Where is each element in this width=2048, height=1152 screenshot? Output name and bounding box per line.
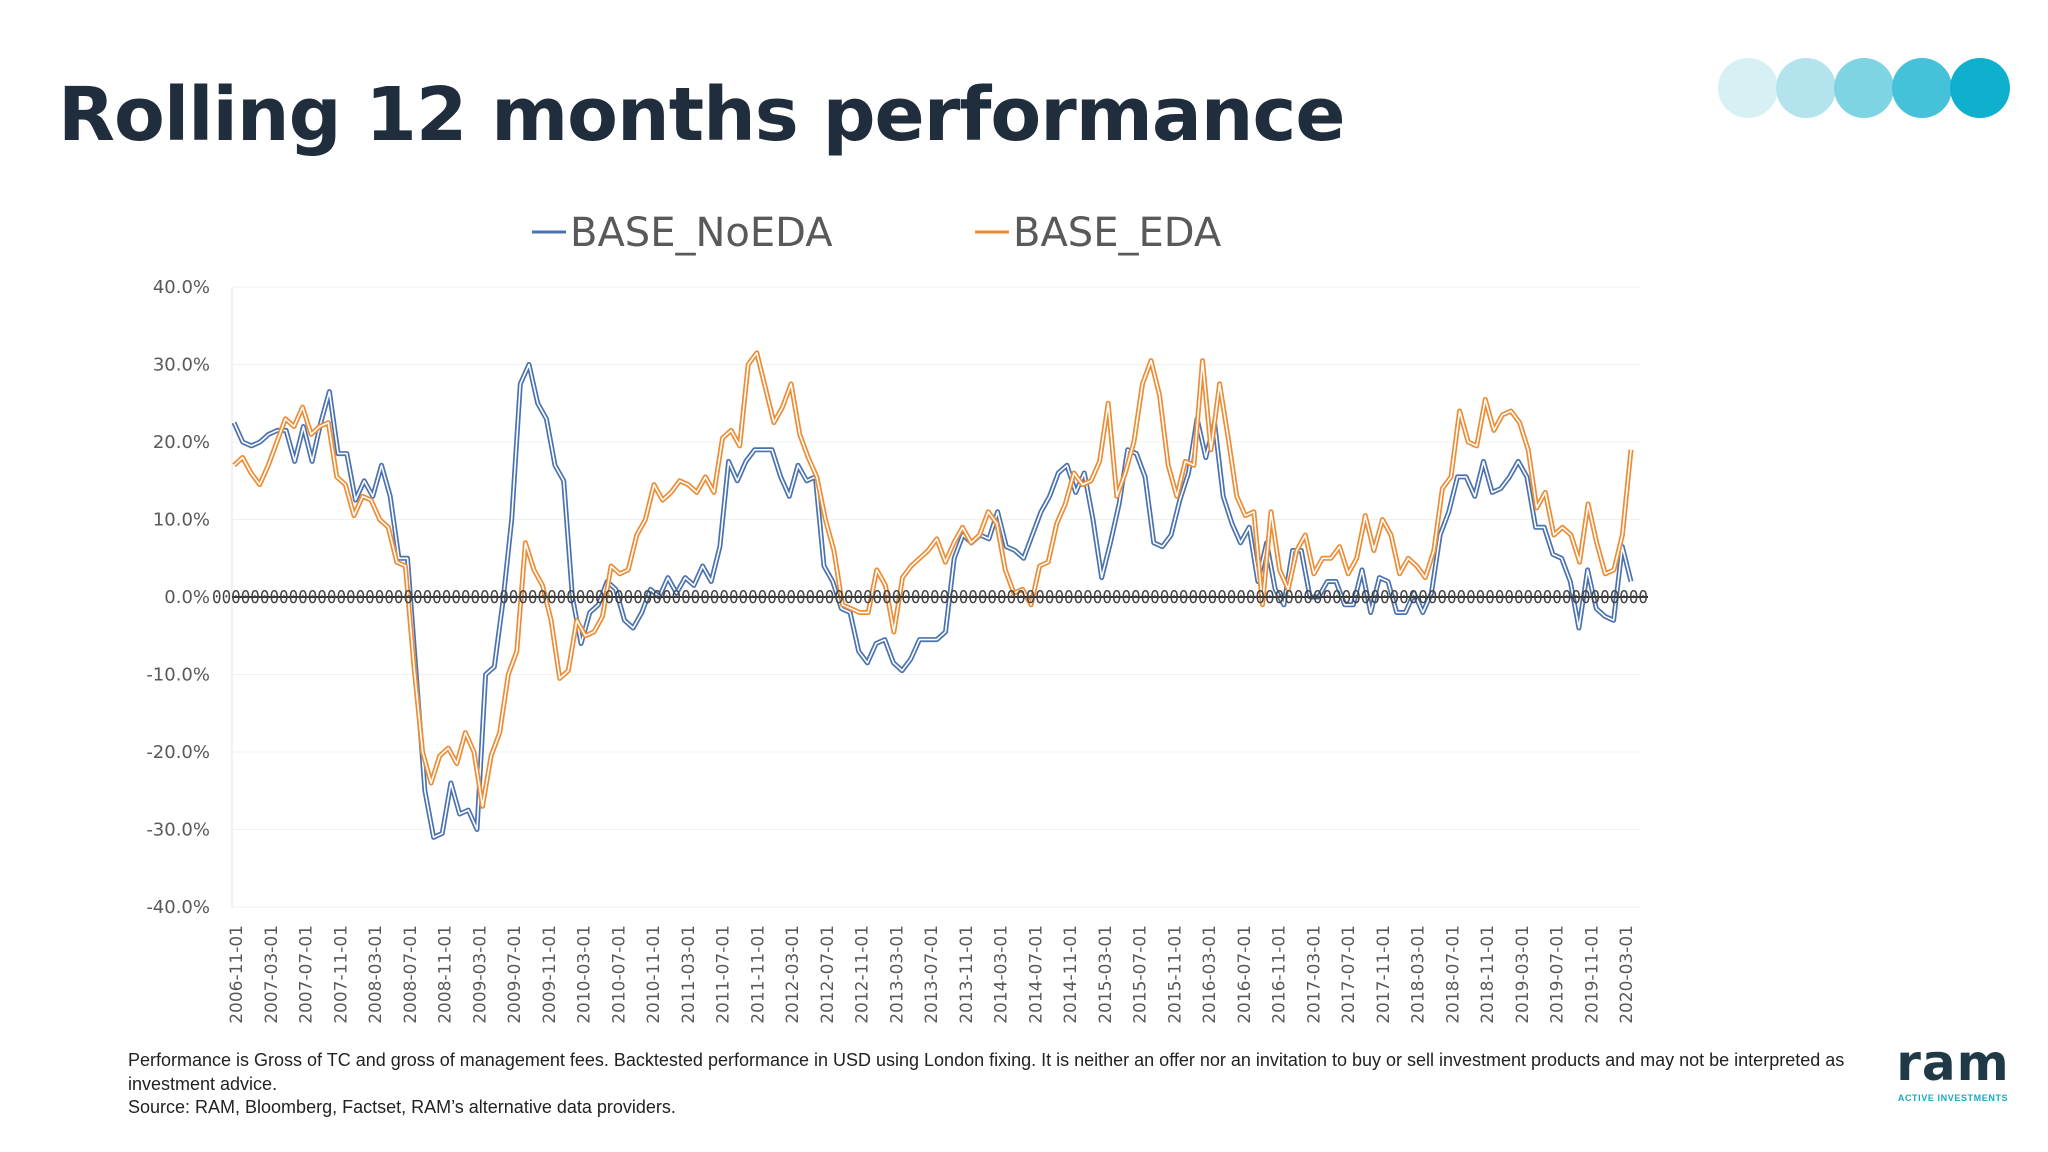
x-tick-label: 2018-07-01 [1443,925,1463,1024]
x-tick-label: 2017-03-01 [1304,925,1324,1024]
x-tick-label: 2012-07-01 [818,925,838,1024]
x-tick-label: 2014-03-01 [992,925,1012,1024]
x-tick-label: 2008-07-01 [401,925,421,1024]
x-tick-label: 2015-03-01 [1096,925,1116,1024]
y-tick-label: -10.0% [146,665,210,686]
x-tick-label: 2018-03-01 [1409,925,1429,1024]
x-tick-label: 2007-03-01 [262,925,282,1024]
x-tick-label: 2007-11-01 [331,925,351,1024]
legend-label-base-noeda: BASE_NoEDA [570,210,833,256]
x-tick-label: 2010-11-01 [644,925,664,1024]
decorative-dot-2 [1776,58,1836,118]
decorative-dot-5 [1950,58,2010,118]
x-tick-label: 2012-03-01 [783,925,803,1024]
decorative-dot-4 [1892,58,1952,118]
x-tick-label: 2017-11-01 [1374,925,1394,1024]
x-tick-label: 2015-11-01 [1165,925,1185,1024]
decorative-dot-1 [1718,58,1778,118]
disclaimer-text: Performance is Gross of TC and gross of … [128,1050,1845,1094]
x-tick-label: 2015-07-01 [1131,925,1151,1024]
x-tick-label: 2009-03-01 [470,925,490,1024]
y-tick-label: 30.0% [153,355,210,376]
y-tick-label: -40.0% [146,897,210,918]
chart-legend: BASE_NoEDA BASE_EDA [532,210,1222,256]
series-line-inner [233,363,1632,839]
plot-area: 40.0% 30.0% 20.0% 10.0% 0.0% -10.0% -20.0% -30.… [146,277,1648,1024]
ram-logo: ram ACTIVE INVESTMENTS [1888,1034,2018,1108]
x-tick-label: 2016-07-01 [1235,925,1255,1024]
x-tick-label: 2014-07-01 [1026,925,1046,1024]
x-tick-label: 2019-07-01 [1548,925,1568,1024]
logo-wordmark: ram [1896,1034,2010,1092]
x-tick-label: 2017-07-01 [1339,925,1359,1024]
x-tick-label: 2012-11-01 [853,925,873,1024]
x-tick-label: 2019-03-01 [1513,925,1533,1024]
y-tick-label: -20.0% [146,742,210,763]
x-tick-label: 2008-03-01 [366,925,386,1024]
x-tick-label: 2019-11-01 [1582,925,1602,1024]
x-tick-label: 2013-03-01 [887,925,907,1024]
decorative-dots [1718,58,2018,118]
slide-title: Rolling 12 months performance [58,72,1346,158]
x-tick-label: 2013-07-01 [922,925,942,1024]
y-tick-label: 20.0% [153,432,210,453]
x-tick-label: 2009-11-01 [540,925,560,1024]
x-tick-label: 2008-11-01 [436,925,456,1024]
zero-line-markers: 0000000000000000000000000000000000000000… [212,587,1648,608]
series-line-inner [233,352,1632,808]
x-tick-label: 2007-07-01 [297,925,317,1024]
series-line-base-eda [232,350,1634,809]
logo-subtitle: ACTIVE INVESTMENTS [1897,1093,2009,1103]
y-tick-label: 0.0% [164,587,210,608]
x-tick-label: 2006-11-01 [227,925,247,1024]
decorative-dot-3 [1834,58,1894,118]
x-tick-label: 2016-03-01 [1200,925,1220,1024]
x-tick-label: 2011-11-01 [748,925,768,1024]
legend-label-base-eda: BASE_EDA [1013,210,1222,256]
source-text: Source: RAM, Bloomberg, Factset, RAM’s a… [128,1097,676,1117]
x-tick-label: 2018-11-01 [1478,925,1498,1024]
y-tick-label: -30.0% [146,820,210,841]
x-tick-label: 2020-03-01 [1617,925,1637,1024]
y-tick-label: 40.0% [153,277,210,298]
x-tick-label: 2010-07-01 [609,925,629,1024]
x-tick-label: 2013-11-01 [957,925,977,1024]
x-tick-label: 2011-03-01 [679,925,699,1024]
x-tick-label: 2016-11-01 [1270,925,1290,1024]
y-tick-label: 10.0% [153,510,210,531]
x-tick-label: 2010-03-01 [575,925,595,1024]
x-tick-label: 2011-07-01 [714,925,734,1024]
x-tick-label: 2009-07-01 [505,925,525,1024]
x-tick-label: 2014-11-01 [1061,925,1081,1024]
